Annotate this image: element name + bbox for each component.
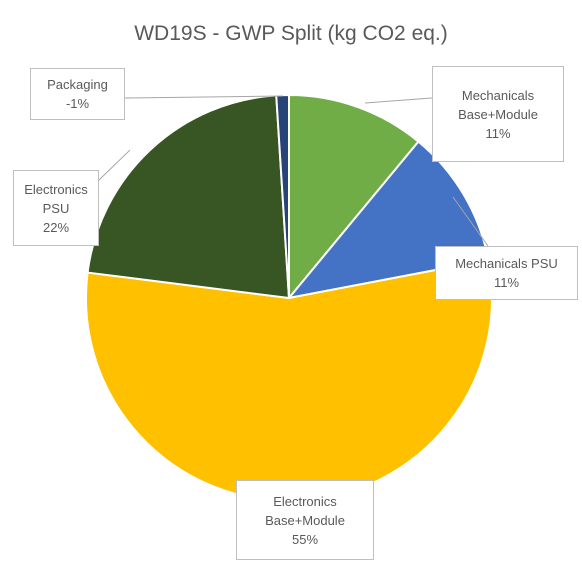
data-label-category: Electronics <box>24 181 88 197</box>
data-label-0: Mechanicals Base+Module 11% <box>432 66 564 162</box>
data-label-value: 11% <box>493 275 520 290</box>
data-label-value: -1% <box>65 96 90 111</box>
leader-line-0 <box>364 97 433 104</box>
chart-title: WD19S - GWP Split (kg CO2 eq.) <box>134 22 448 45</box>
data-label-value: 55% <box>291 531 319 547</box>
data-label-3: Electronics PSU 22% <box>13 170 99 246</box>
data-label-category: Packaging <box>47 77 108 92</box>
leader-line-4 <box>124 95 284 99</box>
data-label-2: Electronics Base+Module 55% <box>236 480 374 560</box>
leader-line-1 <box>452 196 489 247</box>
pie-slice-4 <box>275 93 290 299</box>
leader-line-3 <box>98 149 131 181</box>
pie-slice-3 <box>86 94 291 300</box>
data-label-category: Base+Module <box>458 106 538 122</box>
data-label-category: Mechanicals <box>461 87 535 103</box>
pie-slice-0 <box>288 93 420 301</box>
data-label-1: Mechanicals PSU 11% <box>435 246 578 300</box>
data-label-category: Base+Module <box>265 512 345 528</box>
data-label-category: Mechanicals PSU <box>455 256 558 271</box>
data-label-category: Electronics <box>273 493 337 509</box>
data-label-value: 11% <box>485 125 511 141</box>
data-label-4: Packaging -1% <box>30 68 125 120</box>
data-label-value: 22% <box>42 219 70 235</box>
data-label-category: PSU <box>42 200 70 216</box>
